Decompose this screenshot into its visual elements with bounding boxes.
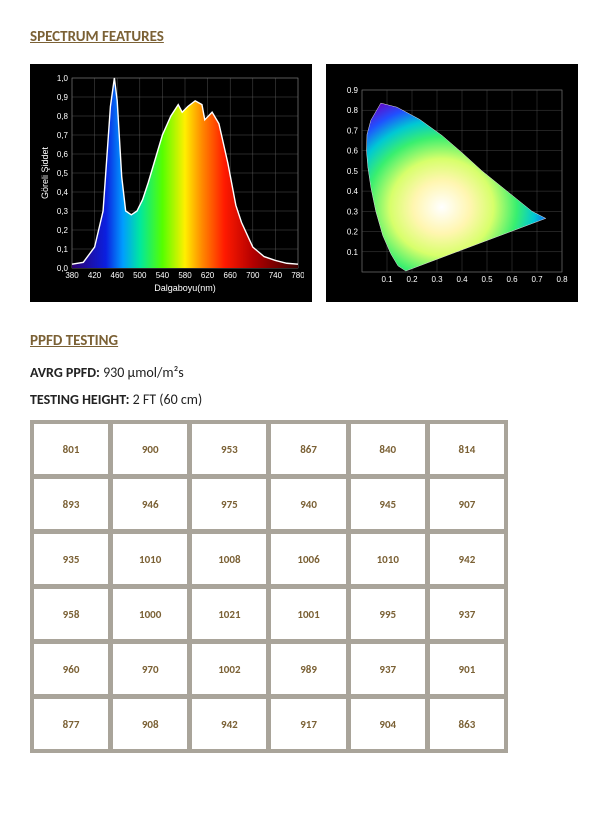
spectrum-features-heading: SPECTRUM FEATURES — [30, 28, 580, 46]
svg-text:0.5: 0.5 — [347, 167, 359, 176]
ppfd-cell: 1010 — [112, 533, 188, 585]
svg-text:0.2: 0.2 — [406, 275, 418, 284]
svg-text:0,7: 0,7 — [57, 131, 69, 140]
ppfd-cell: 937 — [429, 588, 505, 640]
svg-text:0.2: 0.2 — [347, 228, 359, 237]
svg-text:700: 700 — [246, 271, 260, 280]
ppfd-cell: 907 — [429, 478, 505, 530]
ppfd-cell: 877 — [33, 698, 109, 750]
spectrum-chart: 3804204605005405806206607007407800,00,10… — [30, 64, 312, 302]
svg-text:0,0: 0,0 — [57, 264, 69, 273]
svg-text:0,5: 0,5 — [57, 169, 69, 178]
svg-text:0.4: 0.4 — [456, 275, 468, 284]
ppfd-cell: 1010 — [350, 533, 426, 585]
ppfd-table: 8019009538678408148939469759409459079351… — [30, 420, 508, 753]
ppfd-cell: 893 — [33, 478, 109, 530]
svg-text:0.4: 0.4 — [347, 187, 359, 196]
avrg-ppfd-value: 930 μmol/m²s — [100, 364, 184, 381]
svg-text:Dalgaboyu(nm): Dalgaboyu(nm) — [154, 283, 216, 293]
svg-text:0.6: 0.6 — [506, 275, 518, 284]
ppfd-cell: 937 — [350, 643, 426, 695]
ppfd-cell: 917 — [270, 698, 346, 750]
ppfd-heading: PPFD TESTING — [30, 332, 580, 350]
ppfd-cell: 989 — [270, 643, 346, 695]
ppfd-cell: 900 — [112, 423, 188, 475]
svg-text:0.7: 0.7 — [347, 126, 359, 135]
cie-svg: 0.1 0.2 0.3 0.4 0.5 0.6 0.7 0.8 0.1 0.2 0.3 0.4 0.5 0… — [334, 72, 570, 294]
ppfd-cell: 904 — [350, 698, 426, 750]
avrg-ppfd-line: AVRG PPFD: 930 μmol/m²s — [30, 364, 580, 381]
ppfd-cell: 940 — [270, 478, 346, 530]
svg-text:0,4: 0,4 — [57, 188, 69, 197]
cie-chart: 0.1 0.2 0.3 0.4 0.5 0.6 0.7 0.8 0.1 0.2 0.3 0.4 0.5 0… — [326, 64, 578, 302]
ppfd-cell: 975 — [191, 478, 267, 530]
ppfd-cell: 863 — [429, 698, 505, 750]
spectrum-svg: 3804204605005405806206607007407800,00,10… — [38, 72, 304, 294]
chart-row: 3804204605005405806206607007407800,00,10… — [30, 64, 580, 302]
testing-height-value: 2 FT (60 cm) — [129, 391, 202, 408]
svg-text:0.9: 0.9 — [347, 86, 359, 95]
ppfd-cell: 908 — [112, 698, 188, 750]
svg-text:0.5: 0.5 — [481, 275, 493, 284]
svg-text:500: 500 — [133, 271, 147, 280]
svg-text:0.1: 0.1 — [347, 248, 359, 257]
svg-text:460: 460 — [111, 271, 125, 280]
svg-text:740: 740 — [269, 271, 283, 280]
ppfd-cell: 1008 — [191, 533, 267, 585]
svg-text:660: 660 — [224, 271, 238, 280]
svg-text:0.6: 0.6 — [347, 147, 359, 156]
ppfd-cell: 840 — [350, 423, 426, 475]
ppfd-cell: 946 — [112, 478, 188, 530]
avrg-ppfd-label: AVRG PPFD: — [30, 364, 100, 381]
ppfd-cell: 814 — [429, 423, 505, 475]
svg-text:0.3: 0.3 — [347, 207, 359, 216]
ppfd-cell: 995 — [350, 588, 426, 640]
svg-text:0,2: 0,2 — [57, 226, 69, 235]
svg-text:0.1: 0.1 — [381, 275, 393, 284]
ppfd-cell: 867 — [270, 423, 346, 475]
svg-text:580: 580 — [178, 271, 192, 280]
ppfd-cell: 958 — [33, 588, 109, 640]
ppfd-cell: 801 — [33, 423, 109, 475]
ppfd-cell: 1002 — [191, 643, 267, 695]
svg-text:1,0: 1,0 — [57, 74, 69, 83]
svg-text:540: 540 — [156, 271, 170, 280]
svg-text:780: 780 — [291, 271, 304, 280]
ppfd-cell: 935 — [33, 533, 109, 585]
ppfd-cell: 942 — [191, 698, 267, 750]
svg-text:0.8: 0.8 — [556, 275, 568, 284]
ppfd-cell: 970 — [112, 643, 188, 695]
testing-height-line: TESTING HEIGHT: 2 FT (60 cm) — [30, 391, 580, 408]
ppfd-cell: 945 — [350, 478, 426, 530]
svg-text:0,1: 0,1 — [57, 245, 69, 254]
ppfd-cell: 942 — [429, 533, 505, 585]
ppfd-cell: 1000 — [112, 588, 188, 640]
ppfd-cell: 901 — [429, 643, 505, 695]
svg-text:0,6: 0,6 — [57, 150, 69, 159]
svg-text:0,3: 0,3 — [57, 207, 69, 216]
ppfd-cell: 1001 — [270, 588, 346, 640]
svg-text:0.7: 0.7 — [531, 275, 543, 284]
svg-text:0.3: 0.3 — [431, 275, 443, 284]
testing-height-label: TESTING HEIGHT: — [30, 391, 129, 408]
svg-text:0,8: 0,8 — [57, 112, 69, 121]
svg-text:420: 420 — [88, 271, 102, 280]
ppfd-cell: 960 — [33, 643, 109, 695]
svg-text:0.8: 0.8 — [347, 106, 359, 115]
svg-text:0,9: 0,9 — [57, 93, 69, 102]
ppfd-cell: 953 — [191, 423, 267, 475]
ppfd-cell: 1021 — [191, 588, 267, 640]
svg-text:Göreli Şiddet: Göreli Şiddet — [40, 146, 50, 199]
svg-text:620: 620 — [201, 271, 215, 280]
ppfd-cell: 1006 — [270, 533, 346, 585]
